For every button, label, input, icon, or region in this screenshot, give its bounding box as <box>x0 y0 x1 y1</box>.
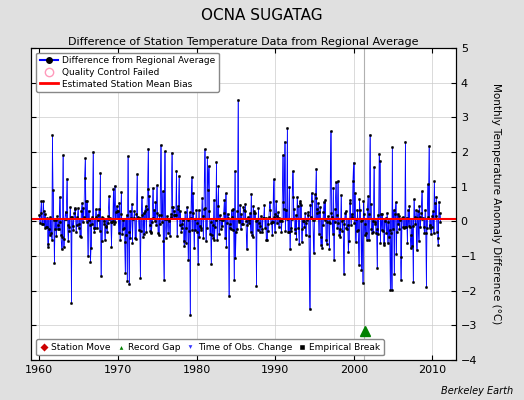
Y-axis label: Monthly Temperature Anomaly Difference (°C): Monthly Temperature Anomaly Difference (… <box>491 83 501 325</box>
Text: Berkeley Earth: Berkeley Earth <box>441 386 514 396</box>
Title: Difference of Station Temperature Data from Regional Average: Difference of Station Temperature Data f… <box>69 37 419 47</box>
Legend: Station Move, Record Gap, Time of Obs. Change, Empirical Break: Station Move, Record Gap, Time of Obs. C… <box>36 339 384 356</box>
Text: OCNA SUGATAG: OCNA SUGATAG <box>201 8 323 23</box>
